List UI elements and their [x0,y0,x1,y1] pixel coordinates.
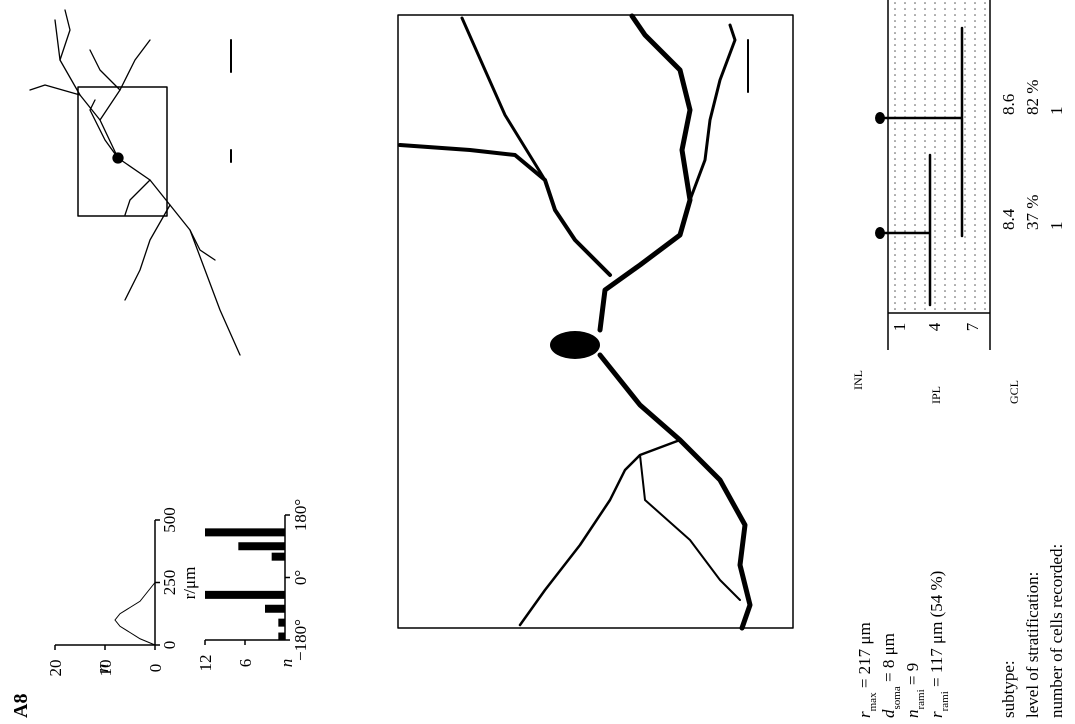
bar [238,542,285,551]
neuron-sketch [29,9,241,356]
summary-label: subtype: [999,660,1018,718]
parameter: nrami = 9 [903,663,927,718]
symbol: d [879,709,898,718]
bar [271,552,285,561]
stratum-label: 1 [890,323,909,332]
tick-label: 10 [96,660,115,677]
summary-label: number of cells recorded: [1047,544,1066,718]
value: = 9 [903,663,922,690]
subscript: max [867,692,879,711]
bar [278,618,285,627]
subscript: soma [891,686,903,709]
subscript: rami [915,689,927,709]
symbol: r [927,711,946,718]
parameter: rmax = 217 μm [855,622,879,718]
summary-value: 8.4 [999,208,1018,230]
parameter: dsoma = 8 μm [879,633,903,718]
stratum-label: 7 [963,322,982,331]
panel-label: A8 [10,694,32,718]
summary-value: 8.6 [999,94,1018,115]
tick-label: −180° [291,619,310,661]
tick-label: 500 [160,507,179,533]
stratification-diagram [875,0,991,350]
summary-value: 1 [1047,222,1066,231]
summary-value: 82 % [1023,80,1042,115]
tick-label: 250 [160,570,179,596]
bar [278,632,285,641]
tick-label: 0 [160,641,179,650]
tick-label: 0° [291,570,310,585]
tick-label: 180° [291,499,310,531]
layer-name: IPL [929,386,943,404]
axis-label: n [277,659,296,668]
subscript: rami [939,691,951,711]
tick-label: 6 [236,659,255,668]
value: = 8 μm [879,633,898,686]
neuron-drawing [397,13,794,631]
value: = 117 μm (54 %) [927,571,946,692]
axis-label: n [93,664,112,673]
axis-label: r/μm [180,567,199,600]
symbol: r [855,711,874,718]
tick-label: 12 [196,655,215,672]
summary-value: 1 [1047,107,1066,116]
layer-name: GCL [1007,380,1021,404]
layer-name: INL [851,370,865,390]
value: = 217 μm [855,622,874,692]
symbol: n [903,710,922,719]
sholl-curve [114,582,156,646]
parameter: rrami = 117 μm (54 %) [927,571,951,718]
tick-label: 20 [46,660,65,677]
summary-value: 37 % [1023,195,1042,230]
tick-label: 0 [146,664,165,673]
bar [265,604,285,613]
stratum-label: 4 [925,322,944,331]
bar [205,590,285,599]
summary-label: level of stratification: [1023,572,1042,718]
bar [205,528,285,537]
